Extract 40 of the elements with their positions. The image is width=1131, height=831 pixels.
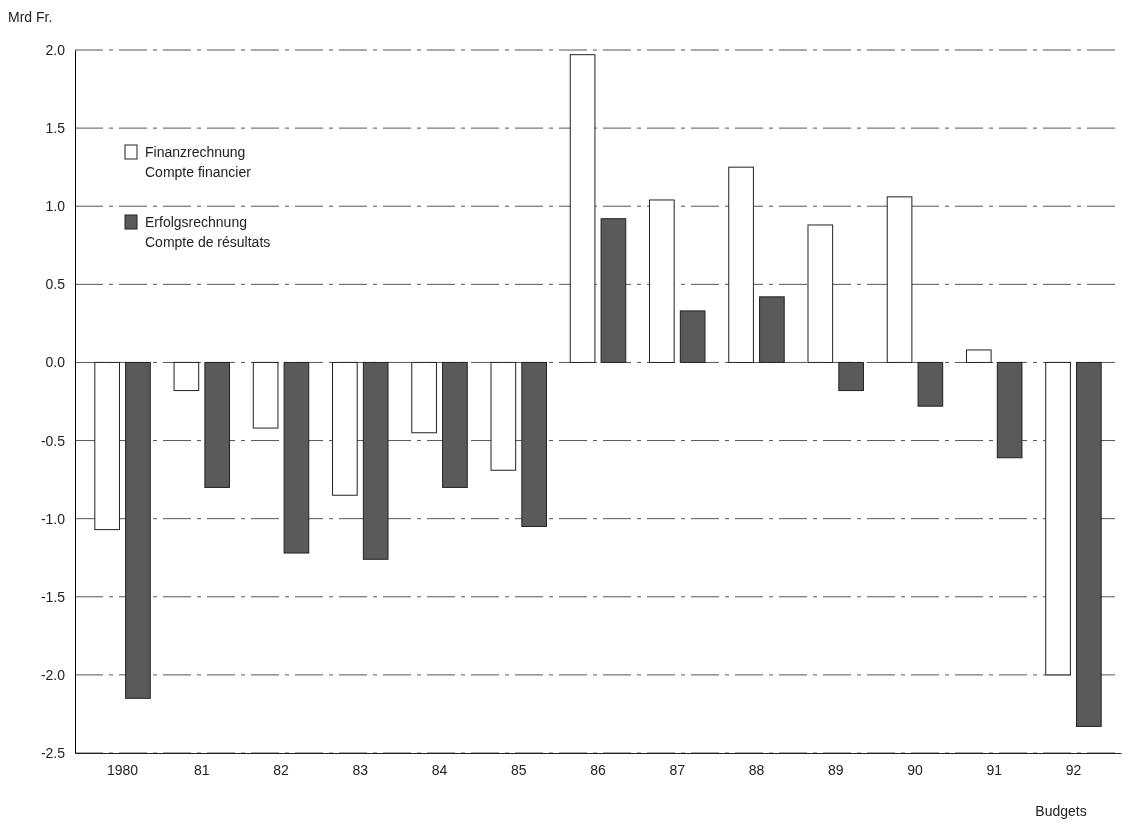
- y-tick-label: -1.5: [40, 588, 66, 605]
- bar: [807, 224, 834, 363]
- y-tick-label: 1.0: [45, 198, 66, 215]
- y-tick-label: -1.0: [40, 510, 66, 527]
- bar: [569, 54, 596, 363]
- bar: [252, 361, 279, 429]
- bar: [965, 349, 992, 363]
- x-tick-label: 89: [827, 761, 844, 778]
- bar: [886, 196, 913, 363]
- y-tick-label: 0.0: [45, 354, 66, 371]
- y-tick-label: -2.0: [40, 666, 66, 683]
- bar: [411, 361, 437, 434]
- bar: [173, 361, 200, 392]
- x-tick-label: 83: [352, 761, 369, 778]
- bar: [94, 361, 120, 531]
- bar: [649, 199, 675, 363]
- bar: [728, 166, 754, 363]
- x-tick-label: 85: [510, 761, 527, 778]
- y-tick-label: 1.5: [45, 120, 66, 137]
- text: Budgets: [1035, 803, 1087, 819]
- x-tick-label: 84: [431, 761, 448, 778]
- y-tick-label: -2.5: [40, 744, 66, 761]
- x-tick-label: 88: [748, 761, 765, 778]
- legend-label: Erfolgsrechnung Compte de résultats: [145, 214, 271, 250]
- x-tick-label: 86: [590, 761, 606, 778]
- bar: [1045, 361, 1071, 676]
- legend-label: Finanzrechnung Compte financier: [145, 144, 252, 180]
- y-axis-title: Mrd Fr.: [8, 9, 53, 25]
- bar: [490, 361, 517, 471]
- x-tick-label: 81: [194, 761, 210, 778]
- y-tick-label: 2.0: [45, 41, 66, 58]
- x-tick-label: 91: [986, 761, 1003, 778]
- x-tick-label: 90: [907, 761, 923, 778]
- x-tick-label: 1980: [106, 761, 139, 778]
- x-tick-label: 82: [273, 761, 290, 778]
- y-tick-label: 0.5: [45, 276, 66, 293]
- x-tick-label: 87: [669, 761, 686, 778]
- y-tick-label: -0.5: [40, 432, 66, 449]
- bar: [332, 361, 358, 496]
- x-tick-label: 92: [1065, 761, 1082, 778]
